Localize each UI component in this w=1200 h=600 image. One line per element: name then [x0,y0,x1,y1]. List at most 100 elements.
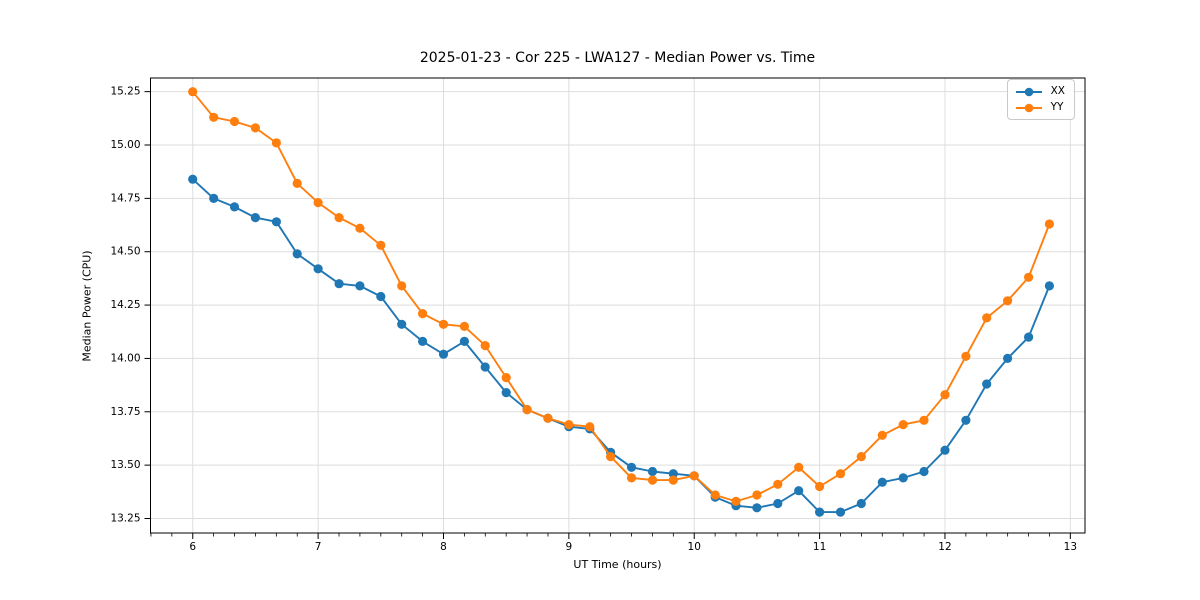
series-yy-marker [877,430,887,440]
series-yy-marker [564,420,574,430]
y-tick-label: 13.25 [110,512,140,524]
series-xx-marker [459,336,469,346]
series-xx-marker [647,466,658,477]
series-xx-marker [626,462,637,472]
series-yy-marker [480,341,490,351]
series-xx-marker [355,281,365,291]
series-yy-marker [209,112,219,122]
y-tick-label: 14.50 [110,246,140,258]
series-yy-marker [856,452,866,462]
series-yy-marker [585,422,595,432]
legend-line-yy-icon [1015,103,1042,112]
series-yy-marker [313,198,323,208]
series-xx-marker [919,466,929,477]
legend-item-yy: YY [1015,100,1065,115]
y-tick-label: 14.00 [110,352,140,364]
legend-swatch-marker [1024,87,1033,96]
x-tick-label: 8 [440,541,447,553]
series-xx-marker [773,498,783,509]
series-xx-marker [835,507,846,517]
series-yy-marker [188,87,198,97]
x-tick-label: 6 [189,541,196,553]
series-yy-marker [961,351,971,361]
y-axis-label: Median Power (CPU) [80,250,94,362]
series-xx-marker [188,174,198,184]
y-tick-label: 15.25 [110,86,140,98]
legend-label-xx: XX [1050,85,1065,97]
series-xx-marker [209,193,219,203]
x-tick-label: 13 [1064,541,1077,553]
series-xx-marker [292,249,302,259]
series-yy-marker [1044,219,1054,229]
series-yy-marker [397,281,407,291]
series-xx-marker [313,264,323,274]
series-yy-marker [835,469,846,479]
series-yy-marker [229,116,240,127]
series-yy-marker [731,496,741,506]
series-xx-marker [1024,332,1034,342]
series-xx-marker [438,349,449,359]
series-xx-marker [229,202,240,212]
y-tick-label: 15.00 [110,139,140,151]
series-yy-marker [438,319,449,329]
x-tick-label: 10 [688,541,701,553]
x-tick-label: 7 [315,541,322,553]
series-xx-marker [752,503,762,513]
series-yy-marker [898,420,908,430]
series-yy-marker [794,462,804,472]
series-xx-marker [982,379,992,389]
series-xx-marker [794,486,804,496]
series-xx-marker [376,291,386,302]
y-tick-label: 14.75 [110,192,140,204]
series-xx-marker [877,477,887,487]
series-yy-marker [668,475,678,485]
series-xx-line [191,178,1051,514]
series-xx-marker [480,362,490,372]
x-tick-label: 11 [813,541,826,553]
series-xx-marker [1044,281,1054,291]
series-yy-marker [376,240,386,250]
legend-item-xx: XX [1015,84,1065,99]
y-tick-label: 14.25 [110,299,140,311]
series-yy-marker [689,471,699,481]
series-xx-marker [940,445,950,455]
series-yy-marker [501,373,511,383]
series-yy-marker [647,475,658,485]
legend-line-xx-icon [1015,87,1042,96]
series-yy-marker [543,413,553,423]
series-xx-marker [961,415,971,425]
series-yy-marker [1003,296,1013,306]
series-yy-marker [982,313,992,323]
y-tick-label: 13.75 [110,406,140,418]
series-yy-marker [1024,272,1034,282]
series-yy-marker [940,390,950,400]
series-xx-marker [856,498,866,509]
series-yy-marker [522,405,532,415]
y-tick-label: 13.50 [110,459,140,471]
series-yy-marker [459,321,469,331]
series-yy-marker [418,309,428,319]
series-yy-marker [271,138,281,148]
series-yy-marker [919,415,929,425]
series-yy-marker [250,123,260,133]
series-xx-marker [397,319,407,329]
legend-swatch-marker [1024,103,1033,112]
legend-label-yy: YY [1050,101,1064,113]
series-yy-marker [606,452,616,462]
series-yy-line [191,90,1051,503]
x-axis-label: UT Time (hours) [573,558,662,571]
series-xx-marker [668,469,678,479]
series-yy-marker [773,479,783,489]
series-xx-marker [334,279,344,289]
series-xx-marker [271,217,281,227]
series-xx-marker [898,473,908,483]
series-yy-marker [710,490,720,500]
series-xx-marker [418,336,428,346]
legend: XX YY [1006,79,1075,120]
series-yy-marker [292,178,302,188]
series-xx-marker [815,507,825,517]
series-xx-marker [1003,353,1013,363]
series-yy-marker [815,481,825,492]
